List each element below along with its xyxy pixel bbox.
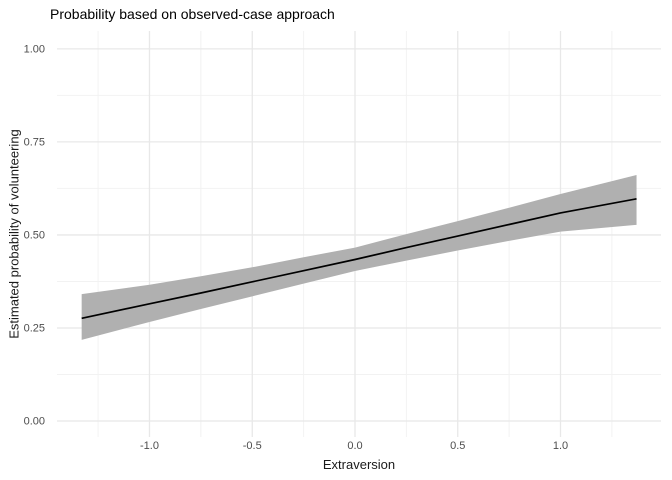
y-tick-label: 0.75 [24, 136, 45, 148]
y-tick-label: 0.25 [24, 322, 45, 334]
fit-line [81, 197, 637, 320]
confidence-band [81, 175, 637, 340]
y-axis-title: Estimated probability of volunteering [6, 129, 22, 339]
y-tick-label: 1.00 [24, 43, 45, 55]
x-tick-label: -1.0 [140, 440, 159, 452]
x-tick-label: 1.0 [553, 440, 568, 452]
x-tick-label: -0.5 [243, 440, 262, 452]
y-tick-label: 0.00 [24, 415, 45, 427]
y-tick-label: 0.50 [24, 229, 45, 241]
chart-title: Probability based on observed-case appro… [50, 6, 335, 22]
x-axis-title: Extraversion [322, 457, 396, 472]
x-tick-label: 0.5 [450, 440, 465, 452]
x-tick-label: 0.0 [347, 440, 362, 452]
